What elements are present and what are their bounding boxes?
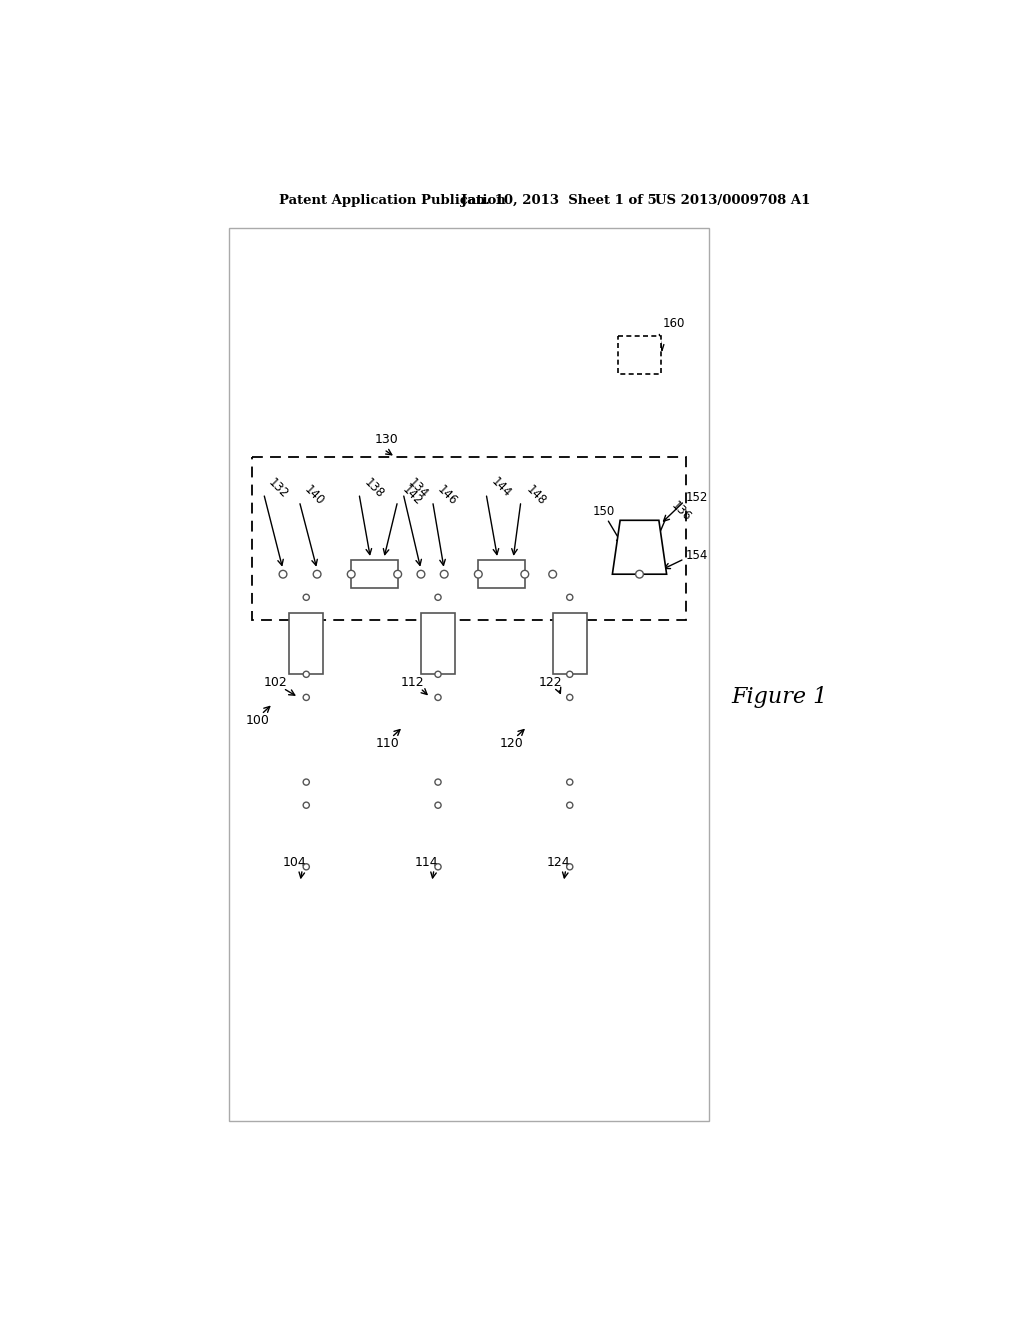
Circle shape	[435, 694, 441, 701]
Circle shape	[303, 803, 309, 808]
Text: 132: 132	[266, 475, 291, 500]
Circle shape	[566, 863, 572, 870]
Text: Figure 1: Figure 1	[731, 686, 827, 709]
Circle shape	[435, 594, 441, 601]
Circle shape	[521, 570, 528, 578]
Text: Patent Application Publication: Patent Application Publication	[280, 194, 506, 207]
Text: 110: 110	[376, 737, 399, 750]
Text: 124: 124	[547, 857, 570, 870]
Circle shape	[347, 570, 355, 578]
Text: 112: 112	[400, 676, 424, 689]
Text: 114: 114	[415, 857, 438, 870]
Text: 130: 130	[375, 433, 398, 446]
Text: US 2013/0009708 A1: US 2013/0009708 A1	[655, 194, 810, 207]
Bar	[228, 227, 710, 1121]
Bar	[617, 335, 662, 374]
Circle shape	[566, 671, 572, 677]
Text: 150: 150	[593, 504, 615, 517]
Circle shape	[303, 671, 309, 677]
Text: 142: 142	[400, 483, 425, 508]
Circle shape	[636, 570, 643, 578]
Text: 144: 144	[488, 475, 513, 500]
Bar	[421, 612, 455, 675]
Text: 120: 120	[500, 737, 523, 750]
Text: 160: 160	[663, 317, 685, 330]
Circle shape	[313, 570, 321, 578]
Circle shape	[435, 779, 441, 785]
Circle shape	[303, 594, 309, 601]
Circle shape	[303, 694, 309, 701]
Circle shape	[435, 863, 441, 870]
Circle shape	[280, 570, 287, 578]
Text: 134: 134	[406, 475, 430, 500]
Polygon shape	[612, 520, 667, 574]
Text: 152: 152	[686, 491, 709, 504]
Circle shape	[435, 803, 441, 808]
Text: Jan. 10, 2013  Sheet 1 of 5: Jan. 10, 2013 Sheet 1 of 5	[461, 194, 657, 207]
Bar	[351, 560, 397, 589]
Circle shape	[566, 694, 572, 701]
Circle shape	[566, 803, 572, 808]
Circle shape	[566, 779, 572, 785]
Bar	[289, 612, 324, 675]
Text: 140: 140	[302, 483, 327, 508]
Circle shape	[440, 570, 449, 578]
Circle shape	[474, 570, 482, 578]
Circle shape	[394, 570, 401, 578]
Circle shape	[549, 570, 557, 578]
Circle shape	[435, 671, 441, 677]
Bar	[478, 560, 524, 589]
Circle shape	[303, 863, 309, 870]
Text: 122: 122	[539, 676, 562, 689]
Bar	[553, 612, 587, 675]
Bar	[252, 457, 686, 620]
Text: 146: 146	[435, 483, 460, 508]
Circle shape	[566, 594, 572, 601]
Circle shape	[417, 570, 425, 578]
Text: 100: 100	[246, 714, 269, 727]
Text: 136: 136	[669, 499, 694, 524]
Circle shape	[303, 779, 309, 785]
Text: 104: 104	[283, 857, 307, 870]
Text: 102: 102	[263, 676, 288, 689]
Text: 148: 148	[523, 483, 548, 508]
Text: 154: 154	[686, 549, 709, 562]
Text: 138: 138	[361, 475, 386, 500]
